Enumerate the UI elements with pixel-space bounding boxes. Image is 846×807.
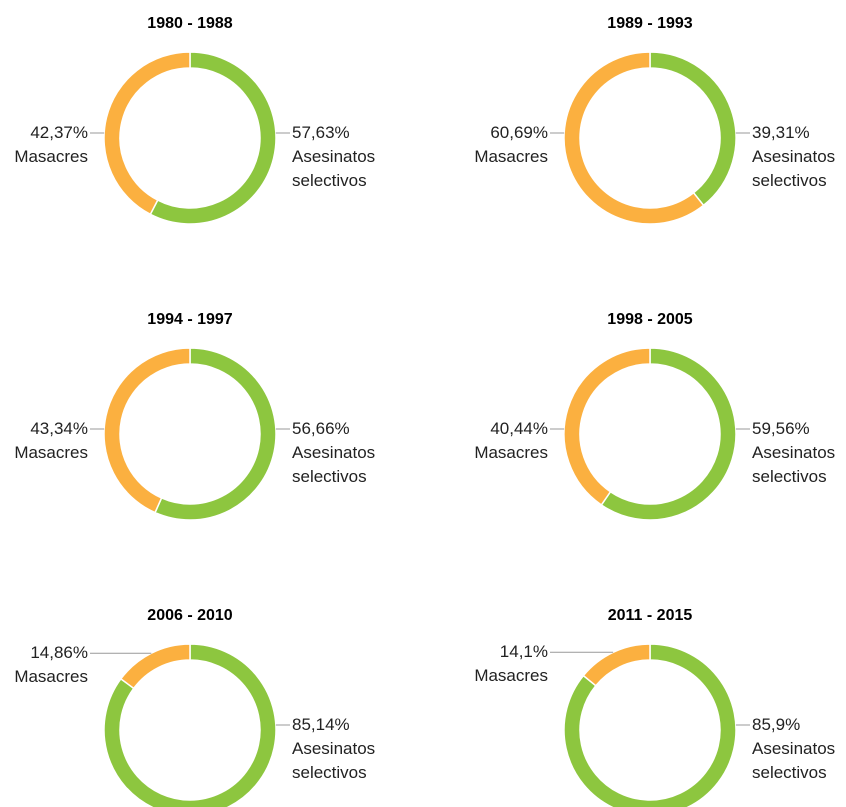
donut-slice bbox=[563, 643, 737, 807]
donut-slice bbox=[103, 51, 191, 216]
category-label: Masacres bbox=[14, 667, 88, 687]
slice-label: 43,34% Masacres bbox=[0, 417, 88, 465]
category-label: Asesinatos selectivos bbox=[292, 147, 376, 190]
slice-label: 85,9% Asesinatos selectivos bbox=[752, 713, 844, 785]
category-label: Asesinatos selectivos bbox=[752, 443, 836, 486]
category-label: Asesinatos selectivos bbox=[752, 739, 836, 782]
category-label: Masacres bbox=[474, 666, 548, 686]
donut-slice bbox=[154, 347, 277, 521]
value-label: 39,31% bbox=[752, 123, 810, 142]
chart-title: 2006 - 2010 bbox=[147, 607, 233, 624]
category-label: Masacres bbox=[14, 443, 88, 462]
slice-label: 14,86% Masacres bbox=[0, 641, 88, 689]
value-label: 14,86% bbox=[30, 643, 88, 663]
slice-label: 85,14% Asesinatos selectivos bbox=[292, 713, 384, 785]
value-label: 14,1% bbox=[499, 642, 548, 662]
chart-title: 1989 - 1993 bbox=[607, 15, 693, 32]
category-label: Asesinatos selectivos bbox=[752, 147, 836, 190]
value-label: 60,69% bbox=[490, 123, 548, 142]
value-label: 42,37% bbox=[30, 123, 88, 142]
value-label: 43,34% bbox=[30, 419, 88, 438]
donut-slice bbox=[119, 643, 191, 690]
slice-label: 59,56% Asesinatos selectivos bbox=[752, 417, 844, 489]
value-label: 85,9% bbox=[752, 715, 801, 734]
chart-title: 1998 - 2005 bbox=[607, 311, 693, 328]
donut-slice bbox=[103, 643, 277, 807]
category-label: Masacres bbox=[474, 443, 548, 462]
donut-slice bbox=[563, 51, 705, 225]
chart-title: 2011 - 2015 bbox=[608, 607, 693, 624]
chart-title: 1980 - 1988 bbox=[147, 15, 233, 32]
slice-label: 42,37% Masacres bbox=[0, 121, 88, 169]
donut-slice bbox=[563, 347, 651, 506]
donut-slice bbox=[649, 51, 737, 207]
value-label: 40,44% bbox=[490, 419, 548, 438]
value-label: 57,63% bbox=[292, 123, 350, 142]
slice-label: 39,31% Asesinatos selectivos bbox=[752, 121, 844, 193]
donut-slice bbox=[600, 347, 737, 521]
category-label: Asesinatos selectivos bbox=[292, 739, 376, 782]
chart-title: 1994 - 1997 bbox=[147, 311, 233, 328]
donut-slice bbox=[582, 643, 651, 687]
donut-slice bbox=[149, 51, 277, 225]
category-label: Masacres bbox=[14, 147, 88, 166]
slice-label: 40,44% Masacres bbox=[456, 417, 548, 465]
value-label: 59,56% bbox=[752, 419, 810, 438]
slice-label: 14,1% Masacres bbox=[456, 640, 548, 688]
slice-label: 57,63% Asesinatos selectivos bbox=[292, 121, 384, 193]
category-label: Asesinatos selectivos bbox=[292, 443, 376, 486]
slice-label: 60,69% Masacres bbox=[456, 121, 548, 169]
category-label: Masacres bbox=[474, 147, 548, 166]
donut-slice bbox=[103, 347, 191, 514]
slice-label: 56,66% Asesinatos selectivos bbox=[292, 417, 384, 489]
value-label: 56,66% bbox=[292, 419, 350, 438]
value-label: 85,14% bbox=[292, 715, 350, 734]
